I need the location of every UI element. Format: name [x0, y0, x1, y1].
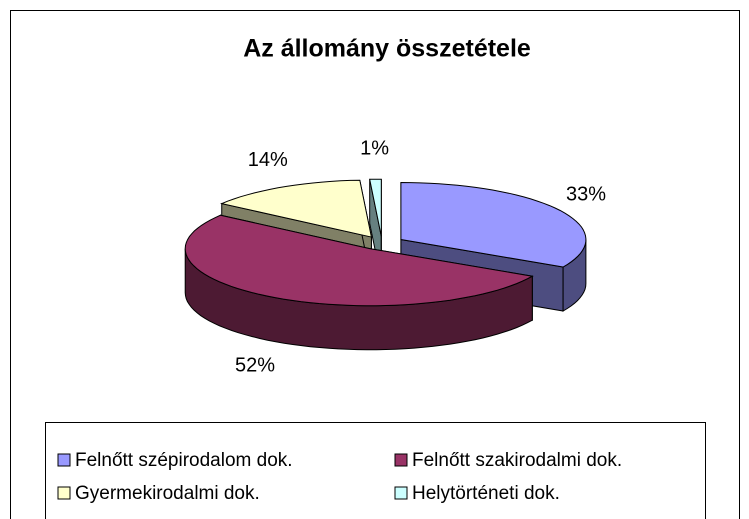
- legend-swatch: [57, 453, 71, 467]
- data-label: 1%: [360, 138, 389, 160]
- data-label: 33%: [566, 184, 606, 206]
- slice: [369, 178, 382, 237]
- slice: [400, 181, 587, 268]
- legend-label: Felnőtt szakirodalmi dok.: [412, 450, 622, 471]
- data-label: 14%: [248, 149, 288, 171]
- legend-swatch: [57, 486, 71, 500]
- slice: [184, 214, 534, 307]
- slice: [220, 179, 373, 238]
- legend-label: Helytörténeti dok.: [412, 483, 560, 504]
- legend-swatch: [394, 486, 408, 500]
- legend-label: Felnőtt szépirodalom dok.: [75, 450, 293, 471]
- legend-label: Gyermekirodalmi dok.: [75, 483, 260, 504]
- pie: 1% 14% 33% 52%: [184, 138, 606, 376]
- legend-swatch: [394, 453, 408, 467]
- legend: Felnőtt szépirodalom dok. Felnőtt szakiro…: [57, 450, 622, 504]
- legend-box: [45, 422, 706, 519]
- chart-title: Az állomány összetétele: [243, 35, 531, 63]
- data-label: 52%: [235, 354, 275, 376]
